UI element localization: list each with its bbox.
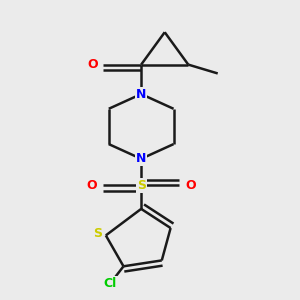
Text: S: S (137, 179, 146, 192)
Text: O: O (185, 179, 196, 192)
Text: N: N (136, 152, 146, 165)
Text: Cl: Cl (103, 278, 117, 290)
Text: O: O (86, 179, 97, 192)
Text: O: O (87, 58, 98, 71)
Text: N: N (136, 88, 146, 100)
Text: S: S (93, 227, 102, 240)
